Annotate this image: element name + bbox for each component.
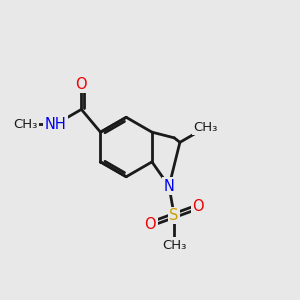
Text: O: O [192,200,204,214]
Text: S: S [169,208,179,223]
Text: CH₃: CH₃ [194,121,218,134]
Text: O: O [145,217,156,232]
Text: NH: NH [45,117,67,132]
Text: N: N [164,179,174,194]
Text: O: O [76,76,87,92]
Text: CH₃: CH₃ [14,118,38,131]
Text: CH₃: CH₃ [162,239,186,252]
